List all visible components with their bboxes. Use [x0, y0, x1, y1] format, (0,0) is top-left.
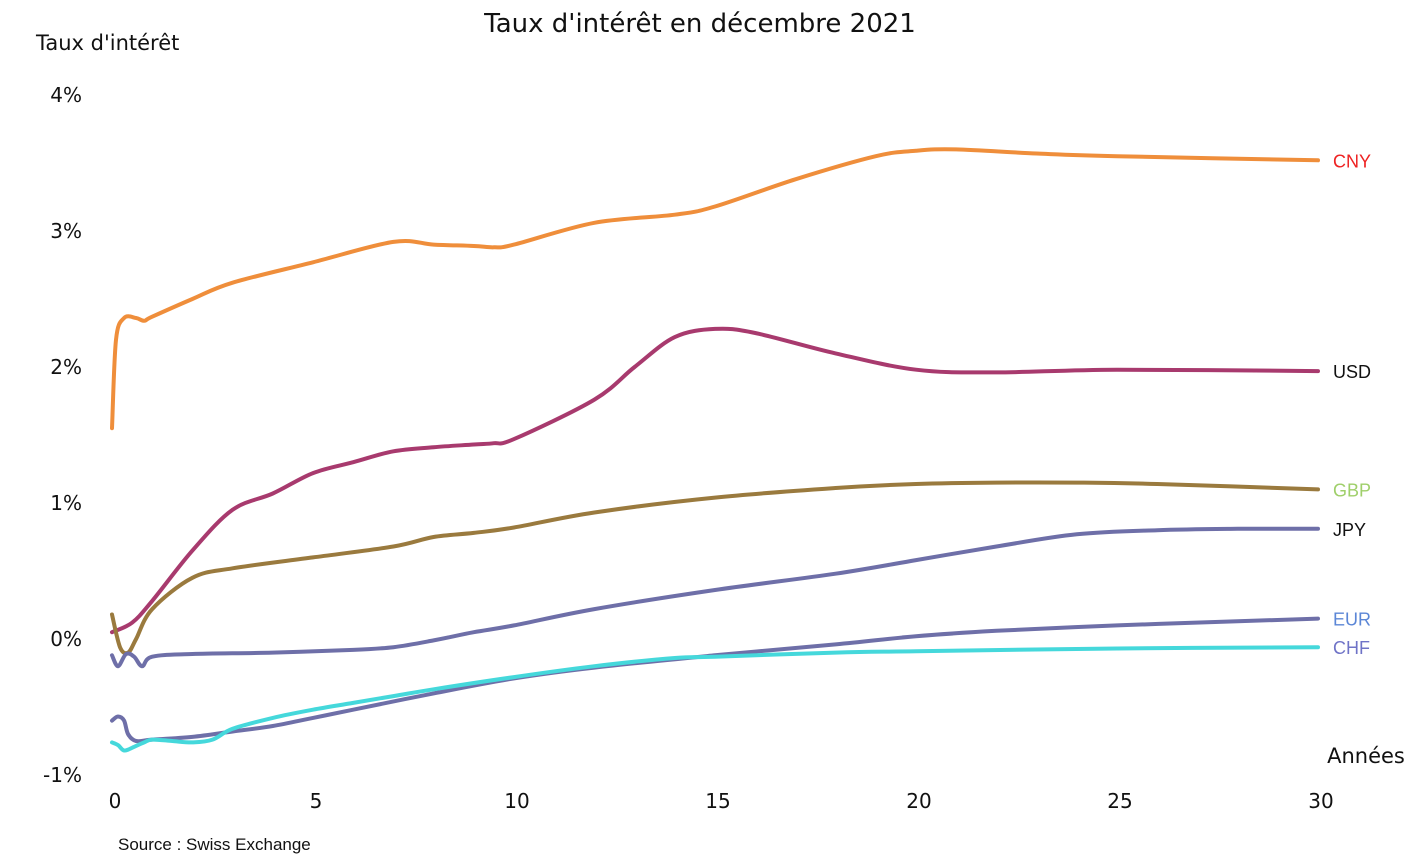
- chart-title: Taux d'intérêt en décembre 2021: [483, 9, 916, 39]
- x-tick-label: 20: [906, 789, 931, 813]
- x-tick-label: 5: [310, 789, 323, 813]
- x-tick-label: 0: [109, 789, 122, 813]
- x-tick-label: 15: [705, 789, 730, 813]
- series-line-usd: [110, 326, 1320, 635]
- y-tick-label: 2%: [50, 355, 82, 379]
- x-tick-label: 10: [504, 789, 529, 813]
- series-line-eur: [110, 616, 1320, 744]
- x-axis-label: Années: [1327, 744, 1405, 768]
- x-tick-label: 25: [1107, 789, 1132, 813]
- x-tick-labels: 0 5 10 15 20 25 30: [109, 789, 1334, 813]
- series-lines: [110, 147, 1320, 753]
- y-tick-label: 1%: [50, 491, 82, 515]
- series-line-jpy: [110, 526, 1320, 669]
- y-tick-label: 3%: [50, 219, 82, 243]
- y-tick-label: 0%: [50, 627, 82, 651]
- series-line-gbp: [110, 480, 1320, 656]
- x-tick-label: 30: [1308, 789, 1333, 813]
- series-label-usd: USD: [1333, 362, 1371, 382]
- series-line-chf: [110, 645, 1320, 753]
- series-line-cny: [110, 147, 1320, 431]
- y-tick-label: -1%: [43, 763, 82, 787]
- y-tick-label: 4%: [50, 83, 82, 107]
- y-axis-label: Taux d'intérêt: [35, 31, 179, 55]
- series-label-chf: CHF: [1333, 638, 1370, 658]
- series-label-jpy: JPY: [1333, 520, 1366, 540]
- series-label-eur: EUR: [1333, 610, 1371, 630]
- series-label-gbp: GBP: [1333, 480, 1371, 500]
- series-label-cny: CNY: [1333, 151, 1371, 171]
- source-note: Source : Swiss Exchange: [118, 835, 311, 854]
- series-labels: CNY USD GBP JPY EUR CHF: [1333, 151, 1371, 658]
- y-tick-labels: 4% 3% 2% 1% 0% -1%: [43, 83, 82, 787]
